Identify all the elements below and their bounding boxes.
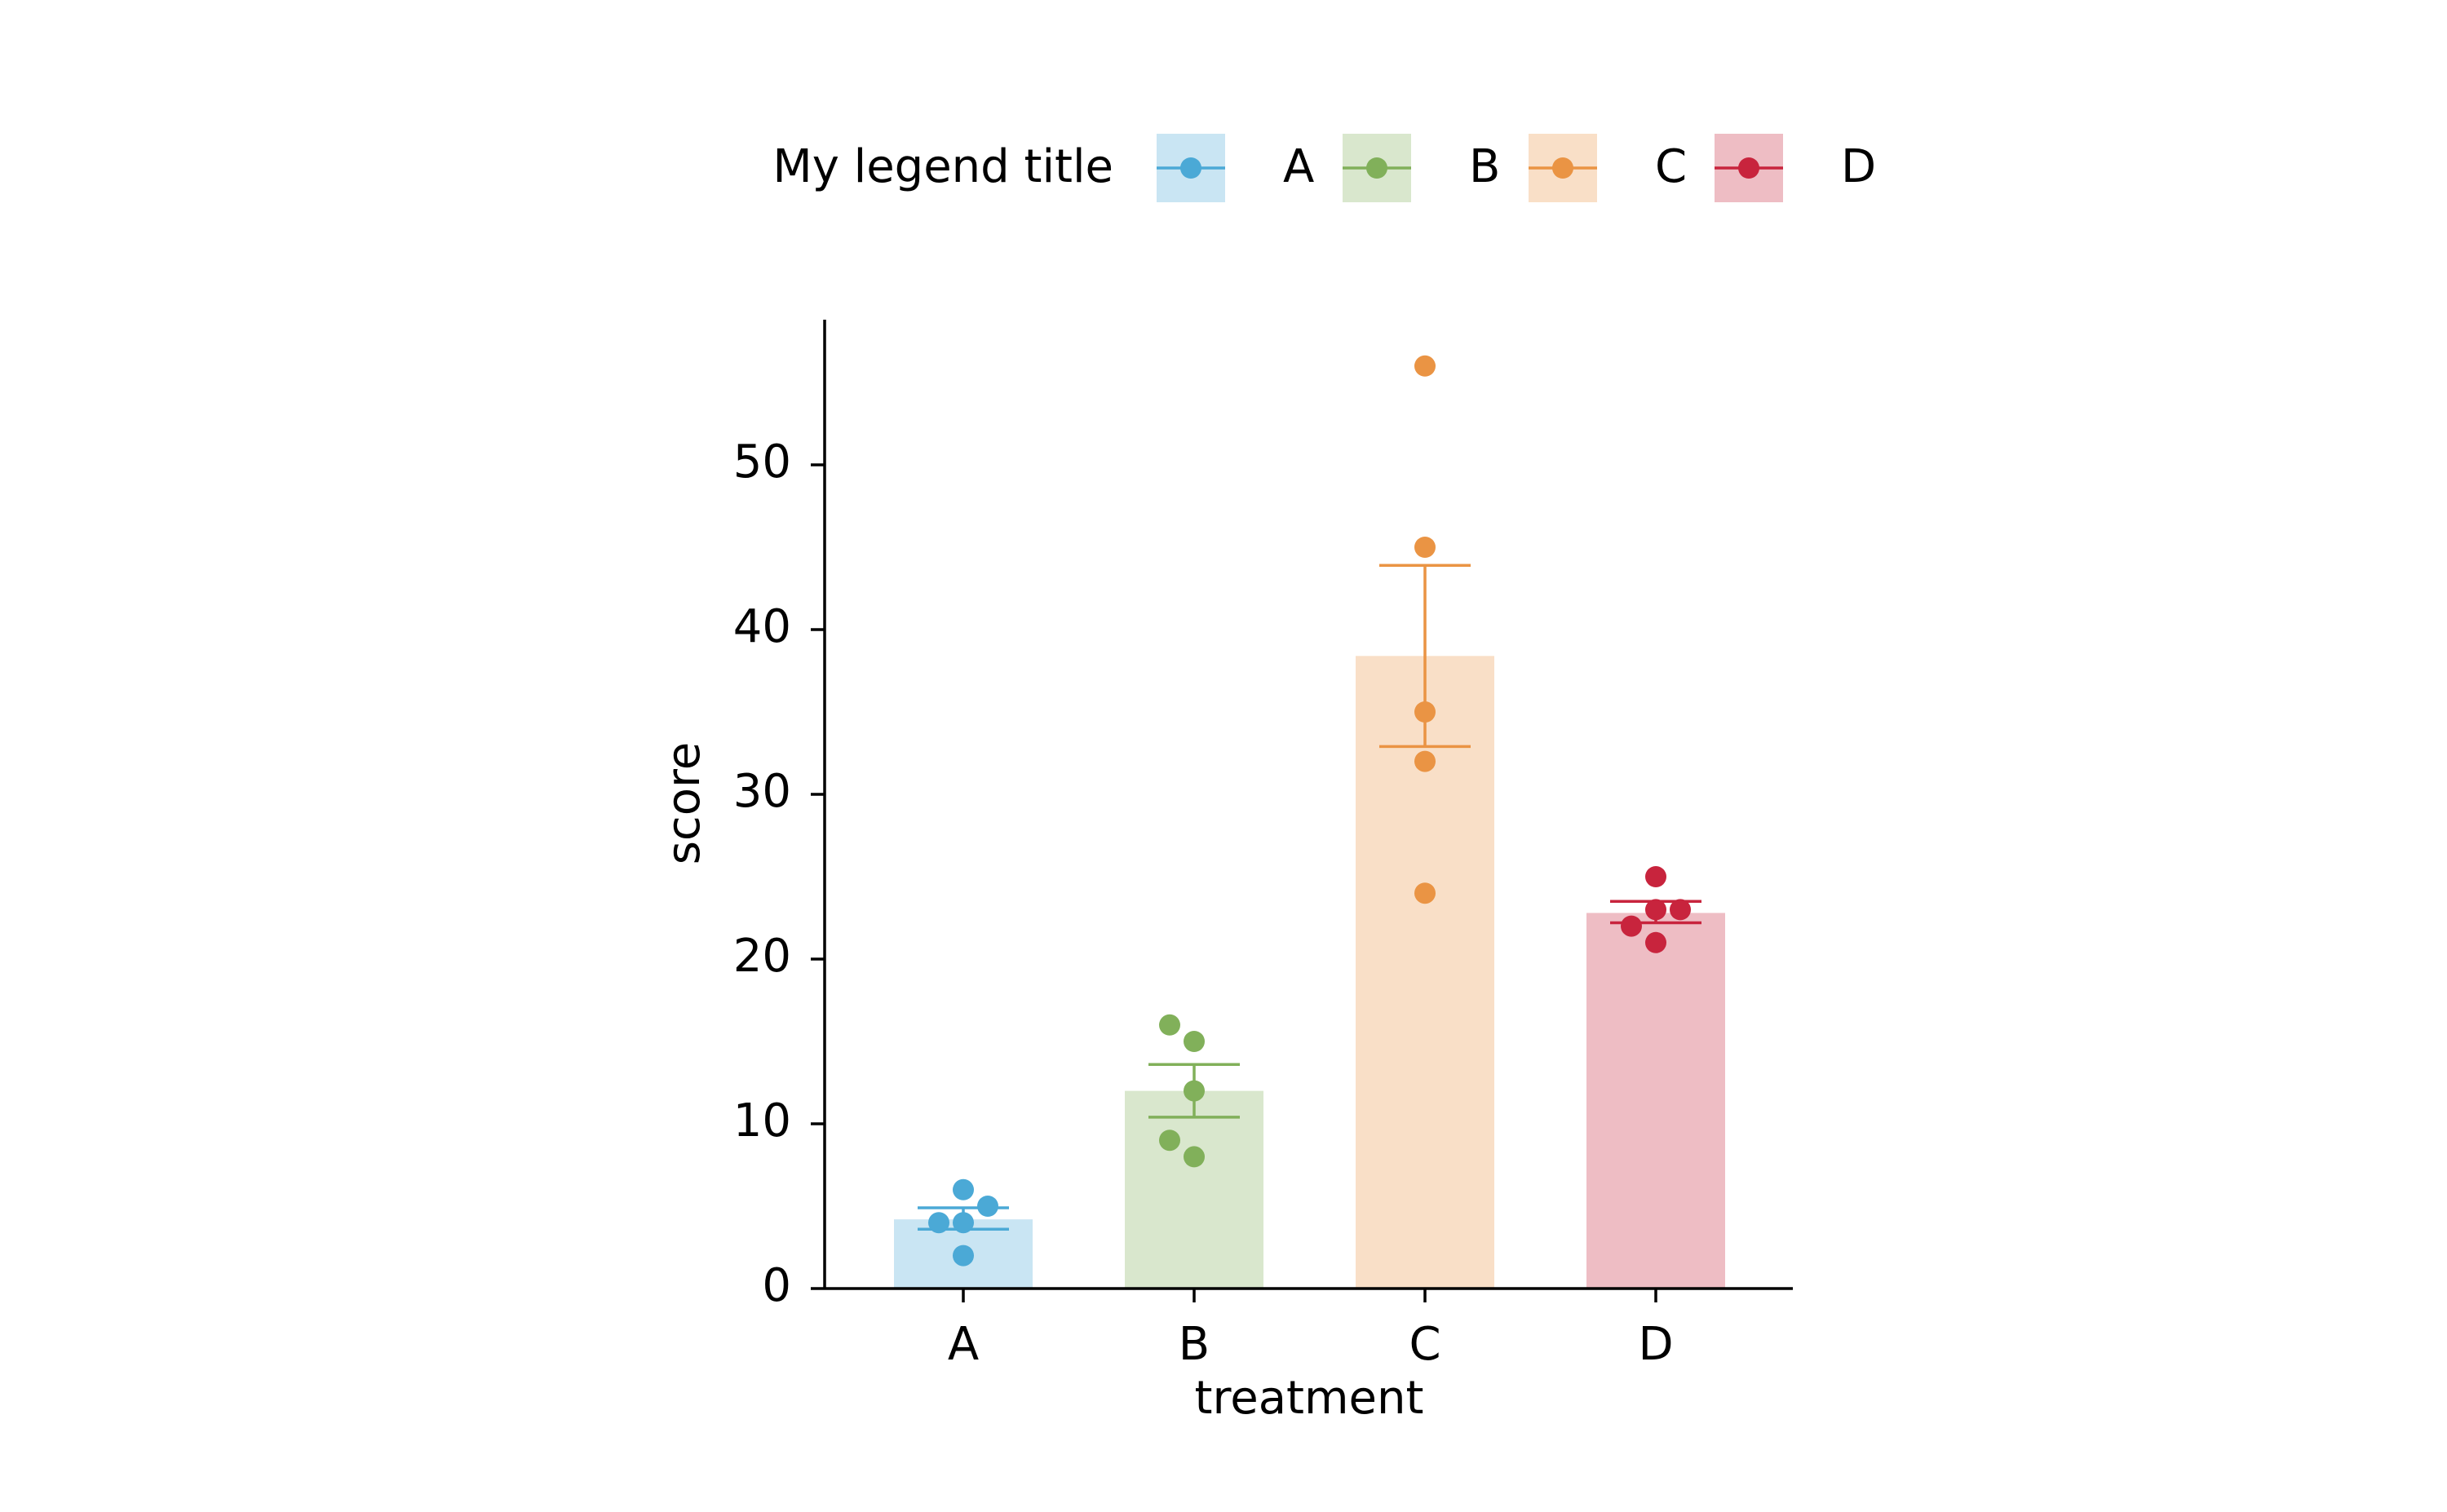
data-point-B bbox=[1184, 1080, 1205, 1102]
x-tick-label: B bbox=[1179, 1318, 1210, 1371]
y-tick-label: 10 bbox=[733, 1094, 791, 1147]
data-point-C bbox=[1414, 355, 1436, 377]
y-axis-label: score bbox=[657, 742, 710, 864]
legend-item-A: A bbox=[1157, 134, 1314, 202]
data-point-D bbox=[1645, 866, 1666, 887]
data-point-D bbox=[1645, 931, 1666, 953]
legend: My legend title A B C D bbox=[772, 134, 1876, 202]
legend-label: D bbox=[1841, 140, 1876, 193]
x-tick-label: D bbox=[1638, 1318, 1673, 1371]
data-point-B bbox=[1159, 1014, 1180, 1036]
y-tick-label: 50 bbox=[733, 435, 791, 489]
legend-title: My legend title bbox=[772, 140, 1113, 193]
legend-label: B bbox=[1469, 140, 1500, 193]
axes: 0 10 20 30 40 50 A B C D treatment score bbox=[657, 320, 1793, 1425]
x-tick-label: C bbox=[1409, 1318, 1440, 1371]
y-tick-label: 30 bbox=[733, 765, 791, 818]
legend-label: A bbox=[1283, 140, 1314, 193]
data-point-A bbox=[928, 1212, 949, 1234]
data-point-A bbox=[953, 1178, 974, 1200]
data-point-D bbox=[1621, 915, 1642, 937]
data-point-B bbox=[1159, 1130, 1180, 1152]
plot-area bbox=[894, 355, 1725, 1289]
x-axis-label: treatment bbox=[1195, 1372, 1424, 1425]
data-point-B bbox=[1184, 1031, 1205, 1052]
data-point-C bbox=[1414, 537, 1436, 558]
legend-item-B: B bbox=[1343, 134, 1500, 202]
legend-item-C: C bbox=[1529, 134, 1687, 202]
bar-B bbox=[1125, 1090, 1263, 1289]
data-point-C bbox=[1414, 750, 1436, 772]
data-point-A bbox=[953, 1212, 974, 1234]
y-tick-label: 20 bbox=[733, 930, 791, 983]
y-tick-label: 0 bbox=[762, 1259, 791, 1312]
bar-D bbox=[1586, 913, 1725, 1289]
legend-label: C bbox=[1655, 140, 1687, 193]
data-point-D bbox=[1645, 899, 1666, 921]
legend-item-D: D bbox=[1715, 134, 1876, 202]
data-point-B bbox=[1184, 1146, 1205, 1168]
data-point-A bbox=[977, 1196, 998, 1217]
data-point-C bbox=[1414, 701, 1436, 723]
data-point-A bbox=[953, 1245, 974, 1267]
y-tick-label: 40 bbox=[733, 600, 791, 653]
data-point-C bbox=[1414, 882, 1436, 904]
x-tick-label: A bbox=[948, 1318, 979, 1371]
data-point-D bbox=[1670, 899, 1691, 921]
